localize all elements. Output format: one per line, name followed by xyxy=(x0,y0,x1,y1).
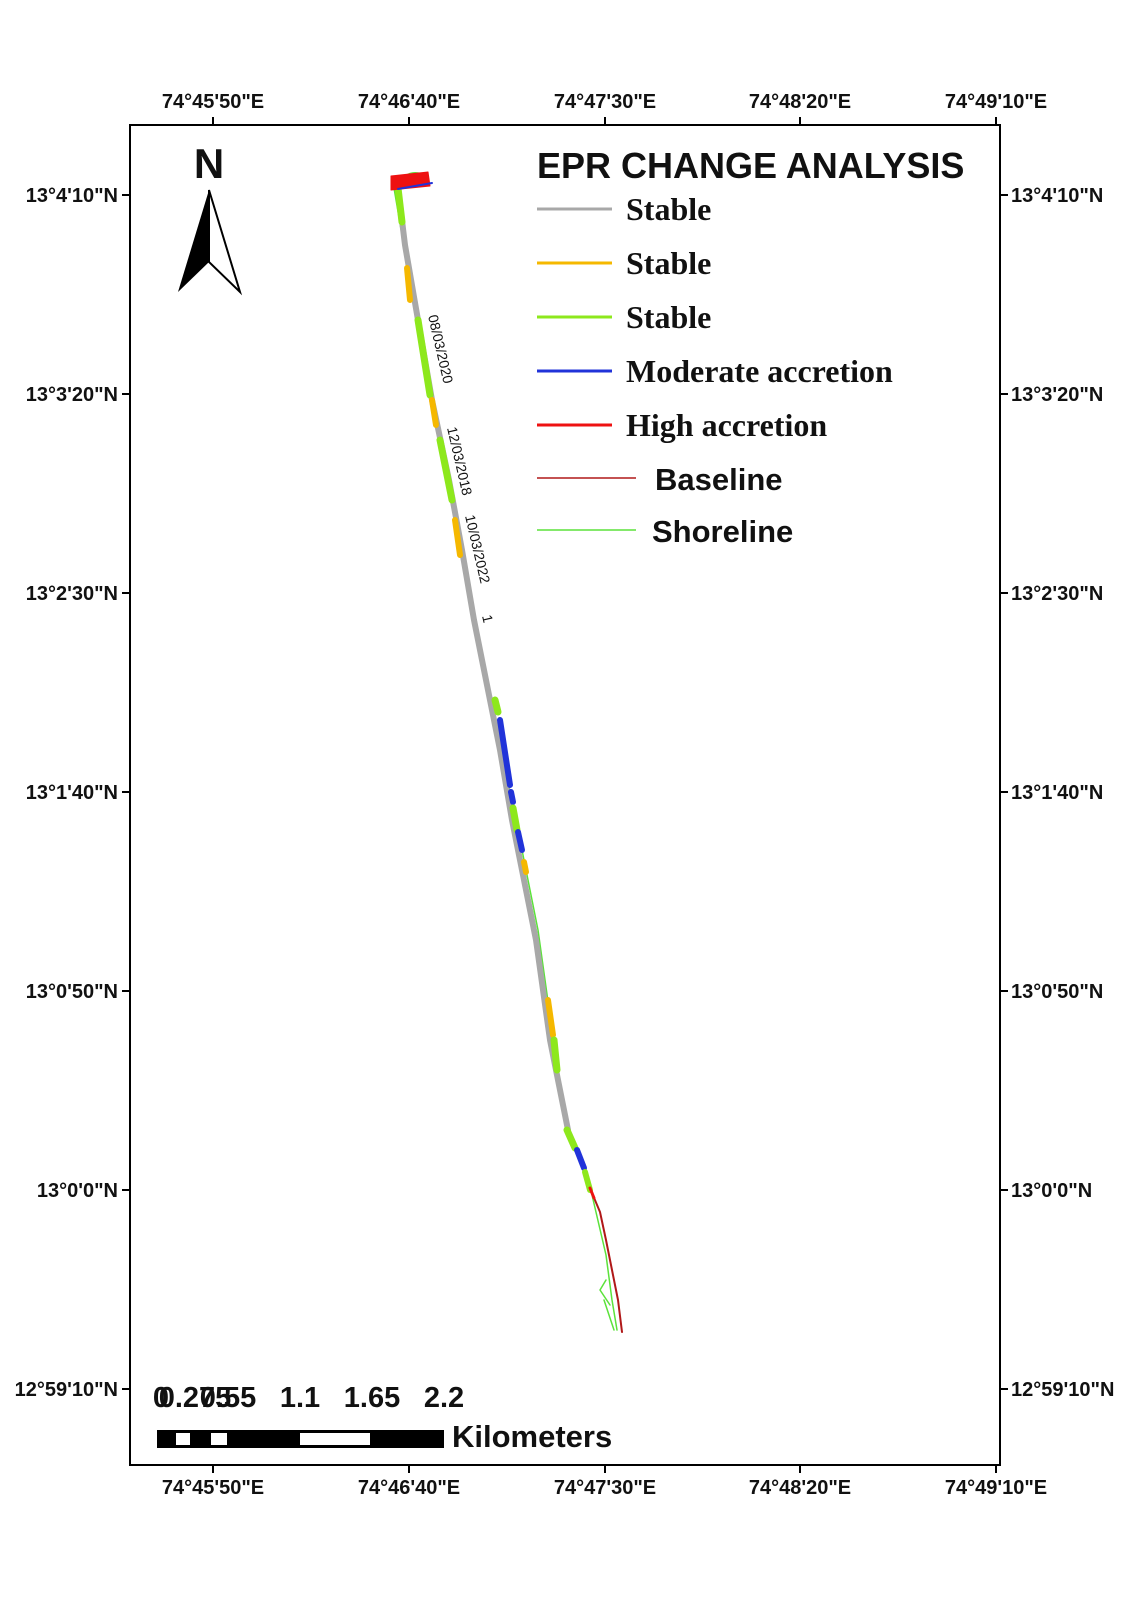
stable-segment xyxy=(394,184,406,226)
lat-left-1: 13°4'10"N xyxy=(26,185,118,207)
stable-segment xyxy=(545,997,556,1038)
lon-bottom-2: 74°46'40"E xyxy=(358,1477,460,1499)
scale-bar: 0 0.275 0.55 1.1 1.65 2.2 Kilometers xyxy=(153,1382,612,1454)
scale-tick-0: 0 xyxy=(153,1382,169,1414)
lat-right-2: 13°3'20"N xyxy=(1011,384,1103,406)
lon-bottom-5: 74°49'10"E xyxy=(945,1477,1047,1499)
lon-bottom-1: 74°45'50"E xyxy=(162,1477,264,1499)
map-frame xyxy=(129,124,1001,1466)
stable-segment xyxy=(452,517,463,558)
lat-right-6: 13°0'0"N xyxy=(1011,1180,1092,1202)
lat-left-6: 13°0'0"N xyxy=(37,1180,118,1202)
stable-segment xyxy=(436,436,456,504)
latitude-labels-left: 13°4'10"N 13°3'20"N 13°2'30"N 13°1'40"N … xyxy=(15,185,118,1401)
lat-left-3: 13°2'30"N xyxy=(26,583,118,605)
scale-tick-2-2: 2.2 xyxy=(424,1382,464,1414)
lon-bottom-4: 74°48'20"E xyxy=(749,1477,851,1499)
scale-bar-blocks xyxy=(157,1430,444,1448)
legend-label-shoreline: Shoreline xyxy=(652,514,793,549)
scale-tick-1-1: 1.1 xyxy=(280,1382,320,1414)
moderate-accretion-segment xyxy=(515,829,525,853)
legend-label-high-accretion: High accretion xyxy=(626,407,827,443)
longitude-labels-top: 74°45'50"E 74°46'40"E 74°47'30"E 74°48'2… xyxy=(162,91,1047,113)
north-arrow-icon: N xyxy=(178,140,243,296)
moderate-accretion-segment xyxy=(397,182,433,190)
stable-segment xyxy=(404,265,413,303)
scale-tick-1-65: 1.65 xyxy=(344,1382,400,1414)
moderate-accretion-segment xyxy=(497,717,513,788)
transect-label: 1 xyxy=(479,613,496,624)
latitude-labels-right: 13°4'10"N 13°3'20"N 13°2'30"N 13°1'40"N … xyxy=(1011,185,1114,1401)
scale-tick-0-55: 0.55 xyxy=(200,1382,256,1414)
lon-top-3: 74°47'30"E xyxy=(554,91,656,113)
lat-left-7: 12°59'10"N xyxy=(15,1379,118,1401)
lat-right-4: 13°1'40"N xyxy=(1011,782,1103,804)
map-title: EPR CHANGE ANALYSIS xyxy=(537,145,964,186)
moderate-accretion-segment xyxy=(574,1147,587,1171)
latitude-ticks-right xyxy=(1000,194,1008,1390)
longitude-ticks-bottom xyxy=(212,1465,997,1473)
lat-left-5: 13°0'50"N xyxy=(26,981,118,1003)
latitude-ticks-left xyxy=(122,194,130,1390)
lat-right-7: 12°59'10"N xyxy=(1011,1379,1114,1401)
stable-segment xyxy=(509,804,521,834)
legend: EPR CHANGE ANALYSIS Stable Stable Stable… xyxy=(537,145,964,549)
baseline xyxy=(591,1192,623,1333)
legend-label-stable-3: Stable xyxy=(626,299,711,335)
stable-segment xyxy=(521,859,529,875)
lon-top-4: 74°48'20"E xyxy=(749,91,851,113)
shoreline-outline xyxy=(599,1279,611,1306)
lat-right-1: 13°4'10"N xyxy=(1011,185,1103,207)
lon-top-2: 74°46'40"E xyxy=(358,91,460,113)
stable-segment xyxy=(550,1036,561,1074)
shoreline-strip xyxy=(390,171,623,1333)
lon-bottom-3: 74°47'30"E xyxy=(554,1477,656,1499)
legend-label-baseline: Baseline xyxy=(655,462,783,497)
stable-segment xyxy=(563,1126,579,1152)
scale-unit: Kilometers xyxy=(452,1419,612,1454)
longitude-ticks-top xyxy=(212,117,997,125)
scale-bar-ticks: 0 0.275 0.55 1.1 1.65 2.2 xyxy=(153,1382,464,1414)
lat-left-4: 13°1'40"N xyxy=(26,782,118,804)
scale-tick-0-275: 0.275 xyxy=(159,1382,232,1414)
longitude-labels-bottom: 74°45'50"E 74°46'40"E 74°47'30"E 74°48'2… xyxy=(162,1477,1047,1499)
lat-right-3: 13°2'30"N xyxy=(1011,583,1103,605)
legend-label-moderate-accretion: Moderate accretion xyxy=(626,353,893,389)
lon-top-5: 74°49'10"E xyxy=(945,91,1047,113)
stable-segment xyxy=(414,316,434,399)
moderate-accretion-segment xyxy=(508,789,516,805)
lat-left-2: 13°3'20"N xyxy=(26,384,118,406)
stable-segment xyxy=(491,696,502,716)
legend-label-stable-1: Stable xyxy=(626,191,711,227)
north-letter: N xyxy=(194,140,224,187)
shoreline-outline xyxy=(603,1299,615,1331)
stable-segment xyxy=(429,397,439,428)
high-accretion-segment xyxy=(588,1186,596,1200)
legend-label-stable-2: Stable xyxy=(626,245,711,281)
lon-top-1: 74°45'50"E xyxy=(162,91,264,113)
lat-right-5: 13°0'50"N xyxy=(1011,981,1103,1003)
